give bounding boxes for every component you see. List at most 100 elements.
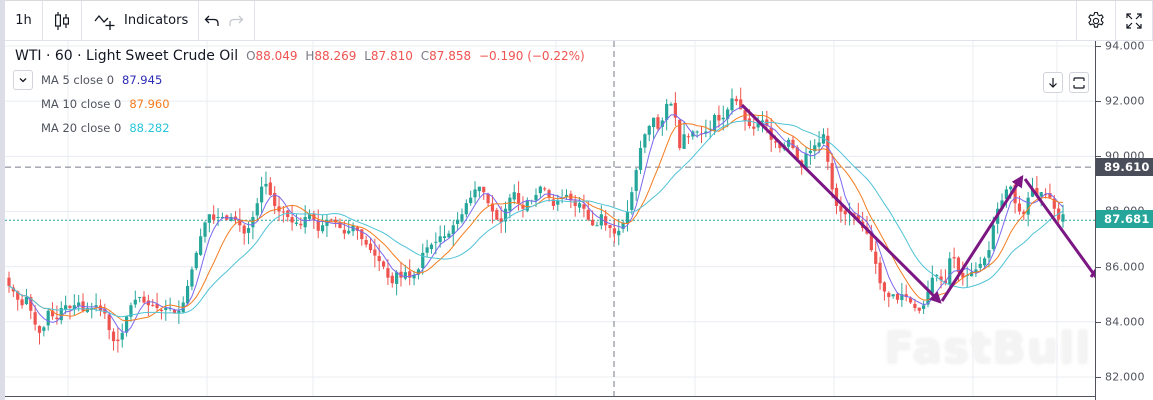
reset-scale-button[interactable]	[1069, 72, 1089, 93]
candle-down	[1013, 184, 1017, 204]
redo-button[interactable]	[225, 0, 256, 41]
price-tick-label: 92.000	[1105, 94, 1145, 108]
candle-down	[142, 296, 146, 303]
candle-up	[77, 302, 81, 307]
ma10-legend[interactable]: MA 10 close 0 87.960	[41, 97, 170, 111]
settings-button[interactable]	[1076, 0, 1116, 41]
candle-down	[368, 243, 373, 251]
candle-down	[1043, 194, 1048, 196]
high-key: H	[305, 49, 315, 63]
candle-down	[795, 147, 799, 160]
candle-down	[895, 293, 900, 300]
candle-down	[334, 219, 338, 223]
candle-up	[460, 214, 464, 222]
legend-collapse-button[interactable]	[13, 70, 33, 90]
candle-up	[403, 272, 407, 279]
candle-up	[926, 291, 930, 305]
indicators-button[interactable]: Indicators	[82, 0, 200, 41]
candle-down	[673, 102, 677, 118]
candle-down	[364, 239, 368, 245]
candle-up	[682, 134, 686, 149]
candle-up	[625, 211, 630, 223]
candle-up	[651, 117, 656, 128]
symbol-title: WTI · 60 · Light Sweet Crude Oil	[15, 48, 239, 64]
interval-button[interactable]: 1h	[5, 0, 43, 41]
candle-up	[660, 120, 664, 127]
price-axis[interactable]: 94.00092.00090.00088.00086.00084.00082.0…	[1095, 40, 1153, 400]
candle-down	[111, 331, 116, 342]
candle-up	[307, 214, 312, 219]
price-tick	[1096, 266, 1101, 268]
candle-down	[33, 312, 37, 325]
chart-type-button[interactable]	[43, 0, 82, 41]
candle-down	[908, 297, 913, 303]
candle-down	[338, 222, 342, 229]
candle-down	[355, 227, 360, 231]
candle-up	[185, 285, 190, 304]
chart-pane[interactable]	[5, 41, 1095, 396]
candle-down	[20, 299, 24, 306]
candle-up	[199, 236, 203, 255]
ma20-value: 88.282	[129, 121, 170, 135]
candle-down	[752, 126, 756, 129]
trend-arrow	[1023, 178, 1095, 279]
candle-down	[381, 261, 386, 267]
frame-icon	[1073, 76, 1085, 89]
fullscreen-button[interactable]	[1116, 0, 1153, 41]
candle-down	[37, 325, 42, 333]
candle-down	[543, 188, 547, 190]
candle-up	[246, 228, 251, 233]
candle-up	[1000, 200, 1004, 210]
candle-up	[695, 131, 699, 133]
candle-down	[887, 292, 891, 297]
candle-down	[961, 273, 965, 278]
candle-up	[813, 145, 817, 152]
candle-up	[1030, 189, 1035, 197]
candle-down	[869, 234, 873, 251]
candle-down	[50, 310, 55, 317]
candle-down	[826, 135, 830, 162]
candle-down	[172, 309, 177, 314]
candle-down	[551, 199, 556, 206]
candle-down	[1048, 193, 1052, 198]
candle-up	[647, 125, 651, 135]
ma20-legend[interactable]: MA 20 close 0 88.282	[41, 121, 170, 135]
candle-up	[190, 269, 194, 287]
last-price-tag: 87.681	[1096, 210, 1153, 228]
ohlc-values: O88.049 H88.269 L87.810 C87.858 −0.190 (…	[246, 49, 585, 63]
candle-up	[477, 186, 481, 192]
ma10-value: 87.960	[129, 97, 170, 111]
price-tick	[1096, 321, 1101, 323]
candle-up	[255, 203, 259, 216]
candle-up	[512, 192, 516, 200]
candle-down	[342, 229, 346, 234]
candle-down	[1017, 203, 1022, 212]
candle-up	[260, 186, 264, 203]
candle-down	[656, 117, 660, 129]
candle-up	[129, 305, 133, 317]
candle-down	[16, 291, 20, 300]
candle-up	[712, 114, 717, 131]
candle-down	[1035, 188, 1039, 195]
candle-up	[577, 203, 582, 208]
candle-up	[24, 296, 29, 305]
candle-down	[591, 219, 595, 226]
candle-up	[1061, 214, 1065, 222]
candle-down	[843, 210, 847, 215]
candle-down	[956, 257, 961, 273]
ma5-legend[interactable]: MA 5 close 0 87.945	[41, 73, 162, 87]
candle-down	[612, 228, 616, 234]
candle-up	[124, 316, 129, 333]
candle-up	[473, 189, 477, 198]
scroll-to-latest-button[interactable]	[1043, 72, 1063, 93]
watermark: FastBull	[884, 323, 1092, 374]
undo-button[interactable]	[199, 1, 225, 41]
candle-down	[686, 136, 691, 138]
interval-label: 1h	[15, 13, 32, 28]
candle-down	[834, 187, 839, 206]
candlestick-icon	[55, 11, 70, 30]
price-chart[interactable]	[5, 41, 1095, 396]
candle-down	[55, 317, 59, 320]
candle-up	[638, 148, 643, 170]
candle-down	[874, 251, 878, 264]
